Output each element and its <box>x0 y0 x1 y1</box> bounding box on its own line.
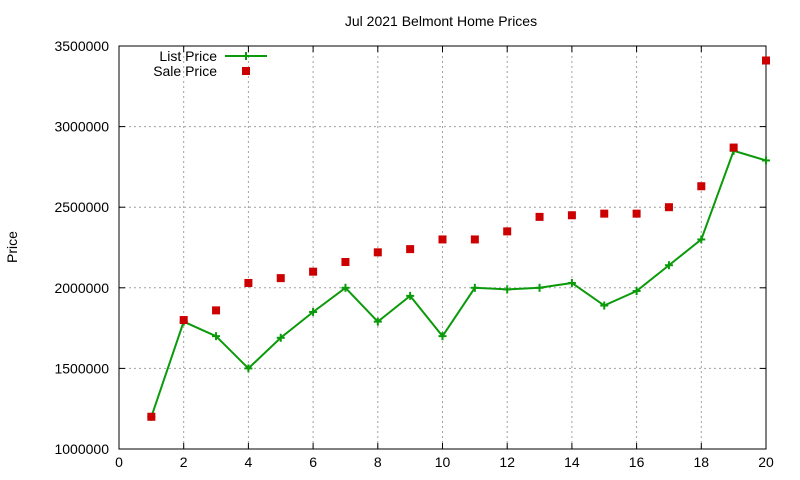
sale-price-point <box>567 211 576 220</box>
sale-price-point <box>276 274 285 283</box>
list-price-point <box>212 332 221 341</box>
sale-price-point <box>373 248 382 257</box>
y-tick-label: 2000000 <box>54 280 109 296</box>
legend: List Price Sale Price <box>153 48 267 79</box>
x-tick-label: 6 <box>309 454 317 470</box>
list-price-point <box>406 291 415 300</box>
sale-price-point <box>212 306 221 315</box>
legend-marker-sale-price <box>242 67 250 75</box>
x-tick-label: 20 <box>758 454 774 470</box>
list-price-line <box>150 149 767 418</box>
sale-price-point <box>438 235 447 244</box>
list-price-point <box>632 287 641 296</box>
series-layer <box>147 56 770 421</box>
x-tick-label: 8 <box>374 454 382 470</box>
legend-marker-list-price <box>242 52 250 60</box>
list-price-point <box>697 235 706 244</box>
sale-price-point <box>244 278 253 287</box>
list-price-point <box>664 261 673 270</box>
legend-label-sale-price: Sale Price <box>153 63 217 79</box>
sale-price-point <box>535 212 544 221</box>
sale-price-point <box>697 182 706 191</box>
list-price-point <box>535 283 544 292</box>
axis-ticks: 0 2 4 6 8 10 12 14 16 18 20 1000000 1500000 2000000 25… <box>54 38 774 470</box>
sale-price-point <box>179 316 188 325</box>
x-tick-label: 12 <box>499 454 515 470</box>
sale-price-point <box>309 267 318 276</box>
y-axis-label: Price <box>4 231 20 263</box>
sale-price-point <box>341 258 350 267</box>
sale-price-point <box>406 245 415 254</box>
chart-title: Jul 2021 Belmont Home Prices <box>345 13 537 29</box>
x-tick-label: 16 <box>629 454 645 470</box>
y-tick-label: 3000000 <box>54 119 109 135</box>
x-tick-label: 4 <box>245 454 253 470</box>
y-tick-label: 1500000 <box>54 360 109 376</box>
list-price-point <box>438 332 447 341</box>
list-price-point <box>373 317 382 326</box>
y-tick-label: 2500000 <box>54 199 109 215</box>
list-price-point <box>503 285 512 294</box>
list-price-point <box>567 278 576 287</box>
list-price-point <box>470 283 479 292</box>
list-price-point <box>244 364 253 373</box>
x-tick-label: 18 <box>694 454 710 470</box>
legend-label-list-price: List Price <box>159 48 217 64</box>
list-price-point <box>276 333 285 342</box>
sale-price-point <box>632 209 641 218</box>
sale-price-point <box>470 235 479 244</box>
y-tick-label: 1000000 <box>54 441 109 457</box>
sale-price-point <box>729 143 738 152</box>
grid-lines <box>119 46 766 449</box>
sale-price-point <box>503 227 512 236</box>
sale-price-point <box>762 56 770 65</box>
sale-price-point <box>664 203 673 212</box>
x-tick-label: 14 <box>564 454 580 470</box>
list-price-point <box>762 156 770 165</box>
list-price-point <box>309 307 318 316</box>
x-tick-label: 10 <box>435 454 451 470</box>
x-tick-label: 2 <box>180 454 188 470</box>
sale-price-point <box>600 209 609 218</box>
list-price-point <box>600 301 609 310</box>
sale-price-point <box>147 412 156 421</box>
y-tick-label: 3500000 <box>54 38 109 54</box>
x-tick-label: 0 <box>115 454 123 470</box>
list-price-point <box>341 283 350 292</box>
